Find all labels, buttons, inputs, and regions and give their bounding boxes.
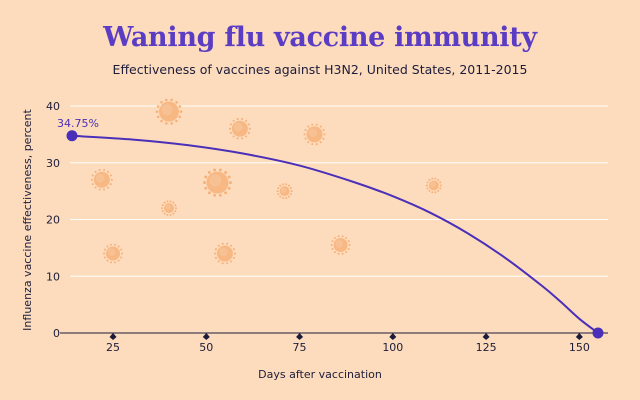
- y-axis-label: Influenza vaccine effectiveness, percent: [21, 108, 34, 330]
- x-tick-label: 150: [569, 341, 590, 354]
- x-tick-label: 125: [476, 341, 497, 354]
- label-layer: Days after vaccination Influenza vaccine…: [21, 100, 590, 381]
- x-tick-label: 50: [199, 341, 213, 354]
- x-tick-label: 75: [293, 341, 307, 354]
- x-tick-mark: [389, 333, 397, 340]
- x-tick-mark: [296, 333, 304, 340]
- y-tick-label: 40: [46, 100, 60, 113]
- y-tick-label: 30: [46, 157, 60, 170]
- virus-decoration: [103, 243, 124, 264]
- virus-decoration: [425, 177, 442, 194]
- x-tick-mark: [482, 333, 490, 340]
- x-tick-mark: [202, 333, 210, 340]
- y-tick-label: 0: [53, 327, 60, 340]
- virus-decoration: [303, 123, 326, 146]
- grid-lines: [70, 105, 608, 334]
- end-point: [592, 327, 604, 339]
- virus-decoration: [213, 242, 236, 265]
- x-tick-mark: [575, 333, 583, 340]
- x-tick-label: 100: [382, 341, 403, 354]
- virus-decoration: [90, 168, 113, 191]
- series-line-0: [71, 134, 599, 334]
- virus-decoration: [228, 117, 251, 140]
- axes: [60, 332, 608, 340]
- series-layer: [66, 130, 604, 339]
- x-axis-label: Days after vaccination: [258, 368, 382, 381]
- y-tick-label: 10: [46, 270, 60, 283]
- virus-decoration: [330, 235, 351, 255]
- start-point: [66, 130, 78, 142]
- virus-decorations: [90, 98, 442, 265]
- y-tick-label: 20: [46, 214, 60, 227]
- virus-decoration: [276, 183, 293, 199]
- x-tick-label: 25: [106, 341, 120, 354]
- virus-decoration: [203, 168, 232, 197]
- virus-decoration: [160, 200, 177, 216]
- chart-subtitle: Effectiveness of vaccines against H3N2, …: [112, 62, 528, 77]
- x-tick-mark: [109, 333, 117, 340]
- annotation-label: 34.75%: [57, 117, 99, 130]
- virus-decoration: [155, 98, 183, 125]
- chart-title: Waning flu vaccine immunity: [103, 22, 537, 53]
